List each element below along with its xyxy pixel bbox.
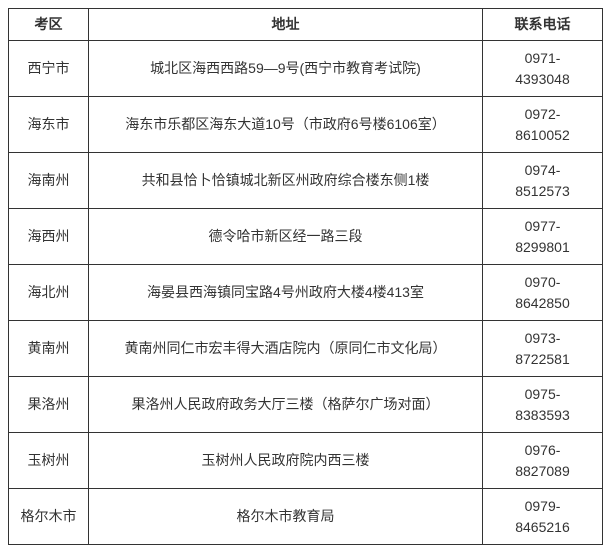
phone-prefix: 0970- [525,274,561,290]
table-header-row: 考区 地址 联系电话 [9,9,603,41]
cell-address: 格尔木市教育局 [89,489,483,545]
table-row: 西宁市城北区海西西路59—9号(西宁市教育考试院) 0971- 4393048 [9,41,603,97]
phone-prefix: 0975- [525,386,561,402]
cell-address: 德令哈市新区经一路三段 [89,209,483,265]
table-row: 黄南州黄南州同仁市宏丰得大酒店院内（原同仁市文化局） 0973- 8722581 [9,321,603,377]
cell-region: 黄南州 [9,321,89,377]
table-row: 海东市海东市乐都区海东大道10号（市政府6号楼6106室） 0972- 861005… [9,97,603,153]
phone-prefix: 0977- [525,218,561,234]
phone-prefix: 0971- [525,50,561,66]
table-row: 海北州海晏县西海镇同宝路4号州政府大楼4楼413室 0970- 8642850 [9,265,603,321]
phone-prefix: 0979- [525,498,561,514]
phone-prefix: 0972- [525,106,561,122]
cell-address: 城北区海西西路59—9号(西宁市教育考试院) [89,41,483,97]
cell-address: 共和县恰卜恰镇城北新区州政府综合楼东侧1楼 [89,153,483,209]
cell-address: 海晏县西海镇同宝路4号州政府大楼4楼413室 [89,265,483,321]
table-row: 海西州德令哈市新区经一路三段 0977- 8299801 [9,209,603,265]
cell-region: 海南州 [9,153,89,209]
table-row: 玉树州玉树州人民政府院内西三楼 0976- 8827089 [9,433,603,489]
cell-region: 玉树州 [9,433,89,489]
cell-phone: 0979- 8465216 [483,489,603,545]
table-row: 海南州共和县恰卜恰镇城北新区州政府综合楼东侧1楼 0974- 8512573 [9,153,603,209]
header-address: 地址 [89,9,483,41]
cell-phone: 0974- 8512573 [483,153,603,209]
cell-address: 海东市乐都区海东大道10号（市政府6号楼6106室） [89,97,483,153]
phone-prefix: 0974- [525,162,561,178]
table-row: 格尔木市格尔木市教育局 0979- 8465216 [9,489,603,545]
cell-region: 海东市 [9,97,89,153]
cell-phone: 0972- 8610052 [483,97,603,153]
cell-address: 果洛州人民政府政务大厅三楼（格萨尔广场对面） [89,377,483,433]
phone-number: 8465216 [515,519,570,535]
cell-address: 玉树州人民政府院内西三楼 [89,433,483,489]
cell-region: 海北州 [9,265,89,321]
cell-region: 海西州 [9,209,89,265]
exam-region-table: 考区 地址 联系电话 西宁市城北区海西西路59—9号(西宁市教育考试院)0971… [8,8,603,545]
cell-phone: 0975- 8383593 [483,377,603,433]
cell-phone: 0971- 4393048 [483,41,603,97]
table-row: 果洛州果洛州人民政府政务大厅三楼（格萨尔广场对面） 0975- 8383593 [9,377,603,433]
phone-number: 8722581 [515,351,570,367]
header-region: 考区 [9,9,89,41]
cell-region: 果洛州 [9,377,89,433]
phone-number: 8299801 [515,239,570,255]
cell-phone: 0973- 8722581 [483,321,603,377]
phone-number: 8610052 [515,127,570,143]
header-phone: 联系电话 [483,9,603,41]
phone-number: 8827089 [515,463,570,479]
cell-phone: 0970- 8642850 [483,265,603,321]
table-body: 西宁市城北区海西西路59—9号(西宁市教育考试院) 0971- 4393048 海东市… [9,41,603,545]
phone-prefix: 0973- [525,330,561,346]
phone-number: 8512573 [515,183,570,199]
phone-number: 4393048 [515,71,570,87]
cell-region: 格尔木市 [9,489,89,545]
cell-region: 西宁市 [9,41,89,97]
cell-phone: 0977- 8299801 [483,209,603,265]
cell-phone: 0976- 8827089 [483,433,603,489]
phone-prefix: 0976- [525,442,561,458]
cell-address: 黄南州同仁市宏丰得大酒店院内（原同仁市文化局） [89,321,483,377]
phone-number: 8642850 [515,295,570,311]
phone-number: 8383593 [515,407,570,423]
